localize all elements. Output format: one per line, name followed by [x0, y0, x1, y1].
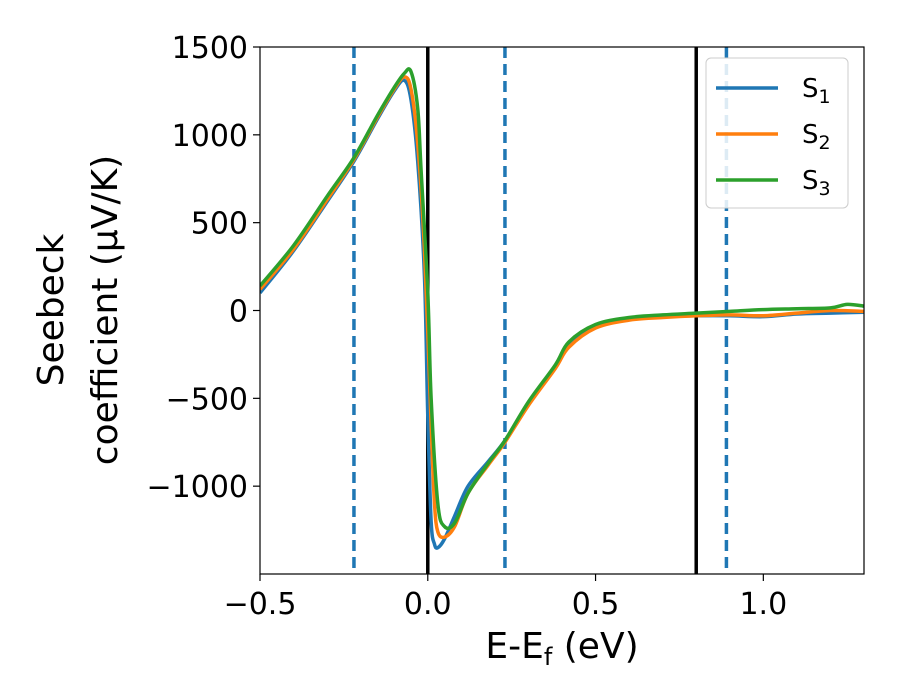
series-line-s3: [260, 67, 864, 531]
y-axis-title-line2: coefficient (μV/K): [85, 155, 126, 465]
y-tick-label: −500: [166, 382, 248, 417]
y-axis-title: Seebeck coefficient (μV/K): [31, 155, 126, 465]
y-tick-label: 0: [229, 295, 248, 330]
y-tick-label: 1500: [172, 31, 248, 66]
y-axis-title-line1: Seebeck: [31, 233, 72, 386]
x-tick-label: 1.0: [739, 587, 787, 622]
x-axis-title-subscript: f: [544, 643, 553, 671]
y-tick-label: 1000: [172, 119, 248, 154]
x-tick-label: 0.5: [572, 587, 620, 622]
legend: S1 S2 S3: [705, 57, 849, 209]
legend-label-s3: S3: [802, 166, 831, 200]
y-axis: −1000 −500 0 500 1000 1500: [147, 31, 260, 505]
x-tick-label: −0.5: [224, 587, 297, 622]
x-axis-title: E-Ef (eV): [485, 626, 638, 671]
x-axis: −0.5 0.0 0.5 1.0: [224, 574, 787, 622]
series-lines: [260, 67, 864, 550]
y-tick-label: −1000: [147, 470, 248, 505]
y-tick-label: 500: [191, 207, 248, 242]
x-tick-label: 0.0: [404, 587, 452, 622]
legend-label-s2: S2: [802, 120, 831, 154]
legend-label-s1: S1: [802, 74, 831, 108]
